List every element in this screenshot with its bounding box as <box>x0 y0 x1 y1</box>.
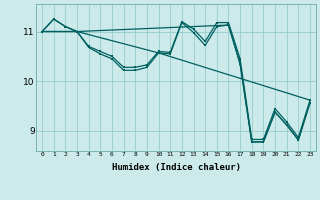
X-axis label: Humidex (Indice chaleur): Humidex (Indice chaleur) <box>112 163 241 172</box>
